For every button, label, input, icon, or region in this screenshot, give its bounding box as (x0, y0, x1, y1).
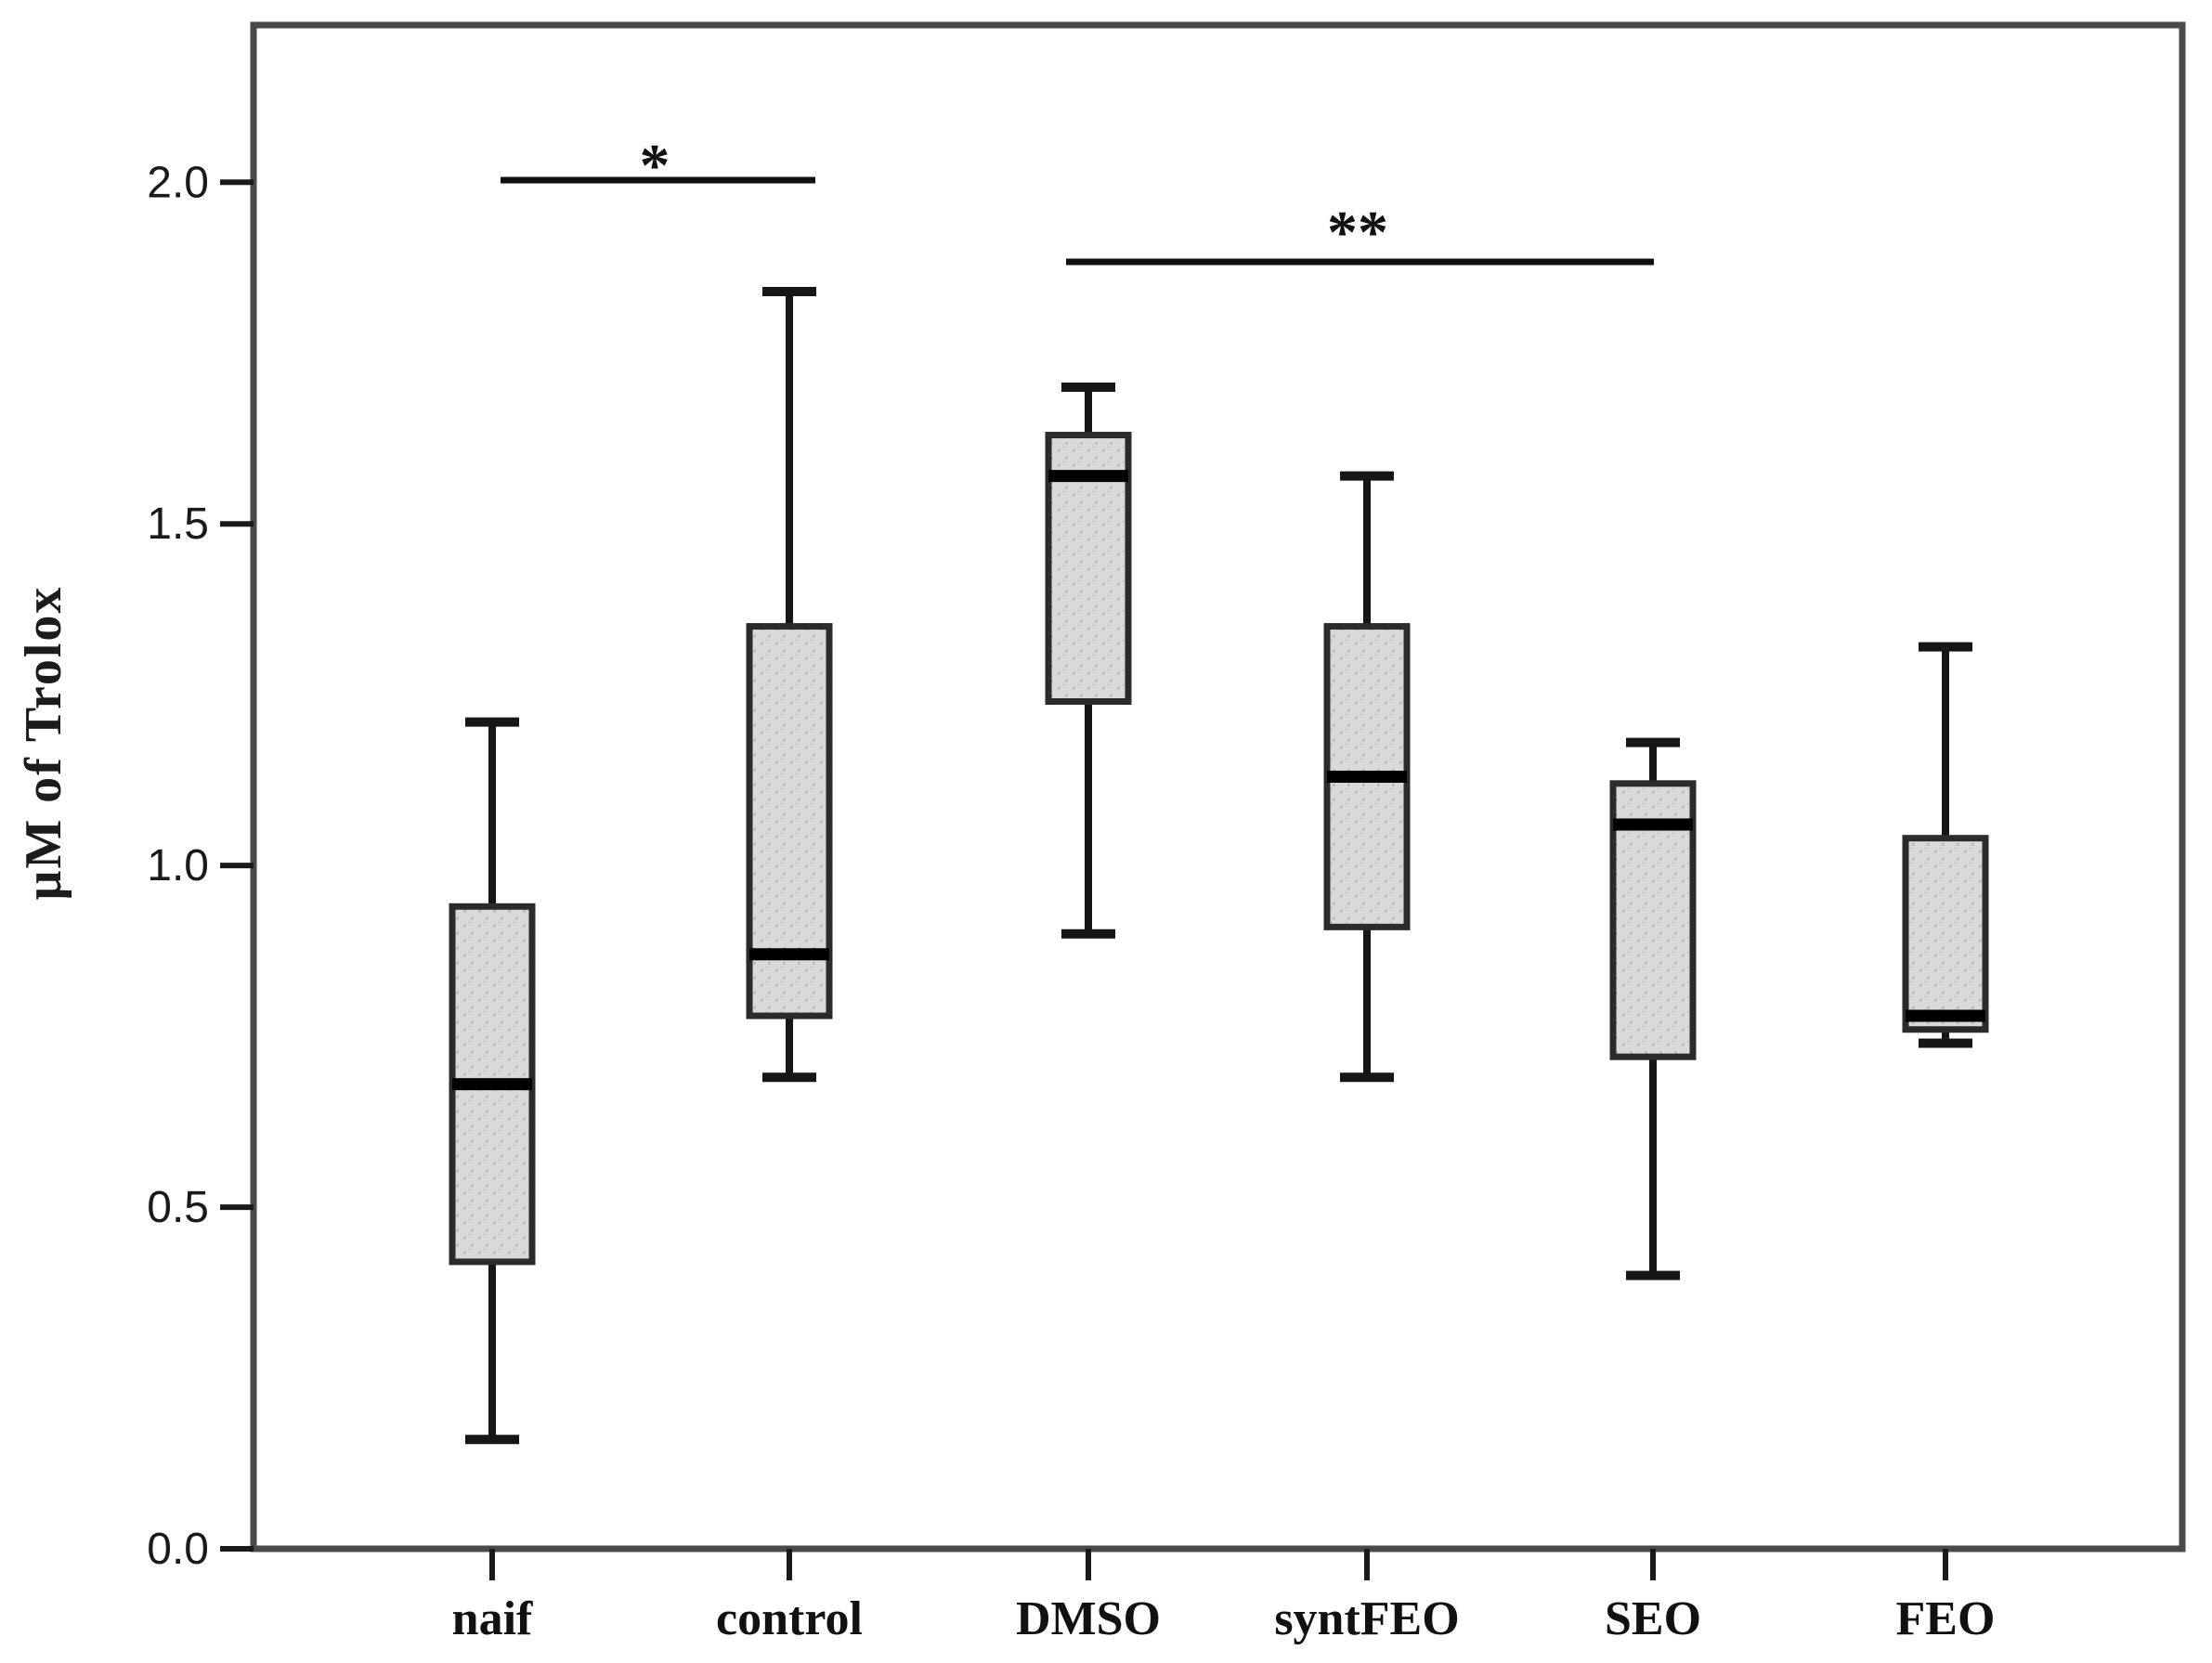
box-group-naif: naif (449, 717, 536, 1645)
y-tick-label: 2.0 (147, 158, 209, 207)
box-group-FEO: FEO (1896, 642, 1996, 1645)
x-axis-label-DMSO: DMSO (1016, 1592, 1161, 1645)
box-group-syntFEO: syntFEO (1274, 471, 1460, 1645)
x-axis-label-FEO: FEO (1896, 1592, 1996, 1645)
box-group-SEO: SEO (1605, 737, 1701, 1645)
x-axis-label-control: control (716, 1592, 863, 1645)
box-group-DMSO: DMSO (1016, 383, 1161, 1645)
x-axis-label-SEO: SEO (1605, 1592, 1701, 1645)
significance-2: ** (1066, 199, 1654, 266)
y-tick-label: 0.0 (147, 1525, 209, 1574)
y-tick-label: 1.0 (147, 841, 209, 890)
significance-stars-2: ** (1327, 199, 1388, 266)
y-tick-label: 1.5 (147, 500, 209, 549)
x-axis-label-naif: naif (452, 1592, 533, 1645)
iqr-box-FEO (1902, 835, 1989, 1033)
plot-frame (250, 21, 2186, 1553)
significance-1: * (501, 132, 815, 200)
box-group-control: control (716, 286, 863, 1645)
x-axis-label-syntFEO: syntFEO (1274, 1592, 1459, 1645)
significance-stars-1: * (640, 132, 670, 200)
y-tick-label: 0.5 (147, 1183, 209, 1232)
